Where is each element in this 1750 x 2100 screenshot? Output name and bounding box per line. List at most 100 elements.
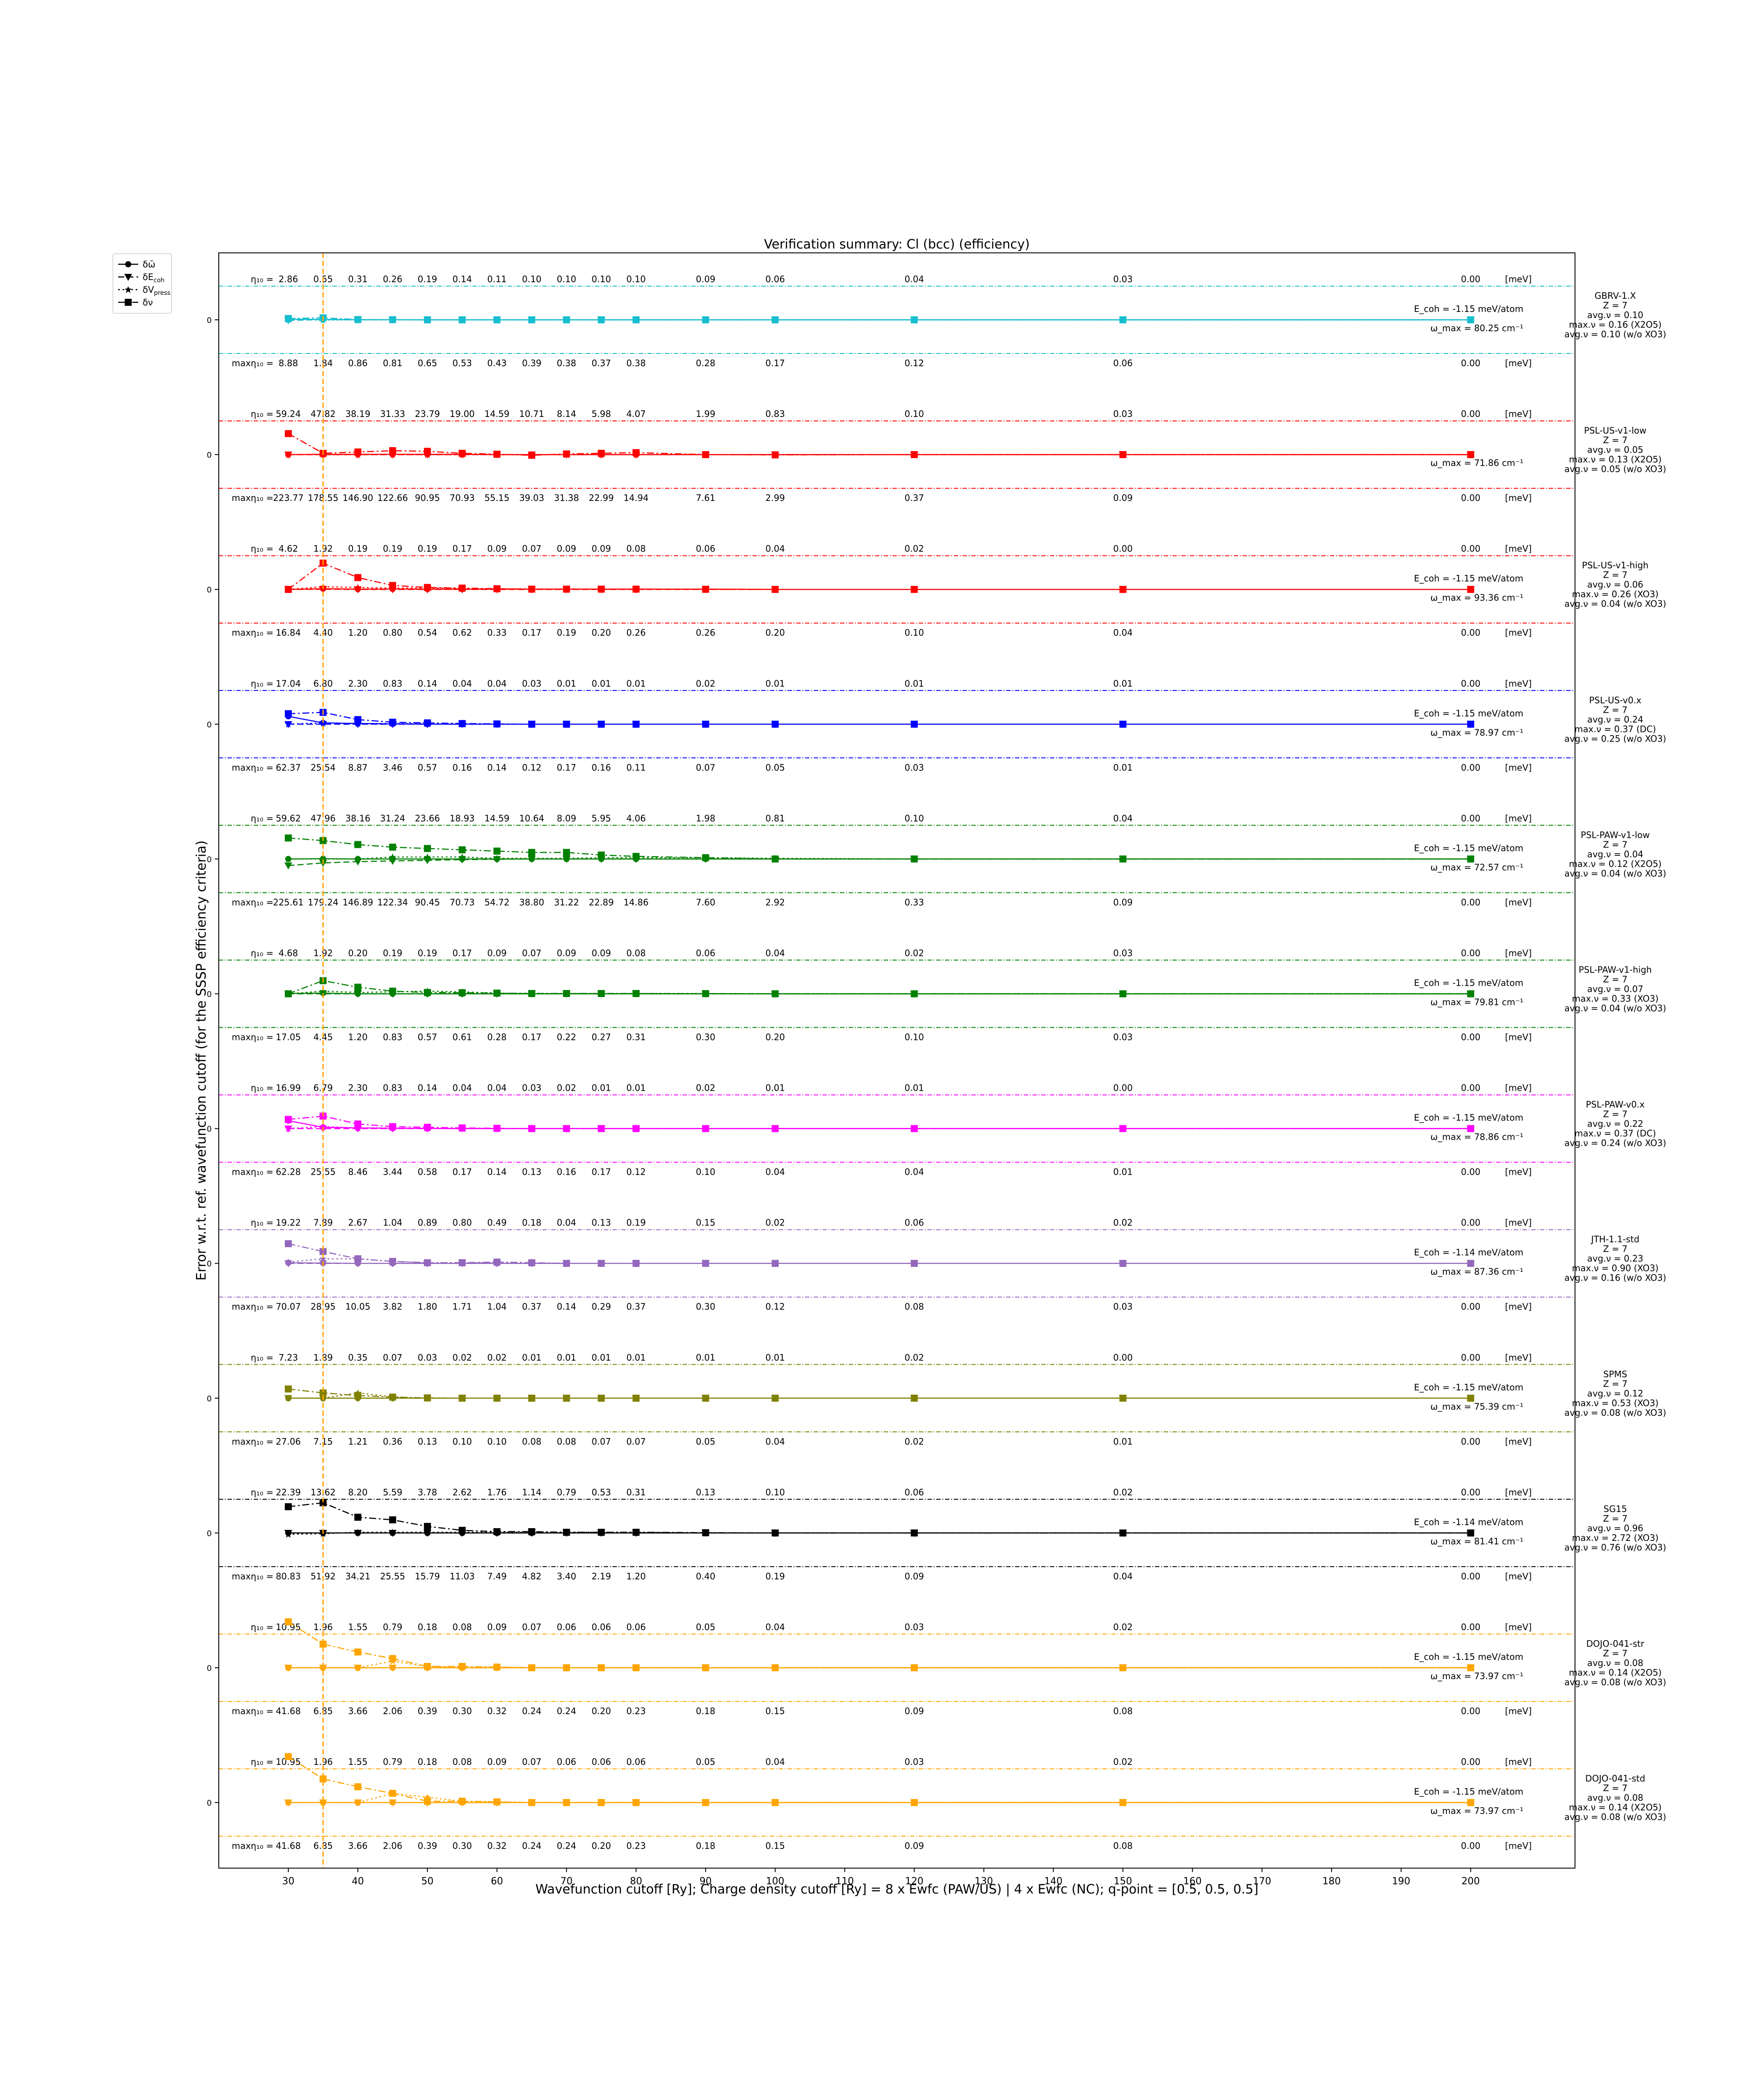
point-nu (493, 1394, 500, 1402)
point-nu (389, 1790, 396, 1797)
z-value: Z = 7 (1603, 300, 1628, 311)
maxeta-value: 0.15 (766, 1706, 785, 1716)
maxeta-value: 0.20 (592, 1706, 611, 1716)
point-nu (284, 315, 292, 322)
maxeta-value: 1.20 (348, 1032, 368, 1043)
point-nu (458, 450, 466, 457)
maxeta-value: 25.55 (380, 1571, 405, 1582)
eta-value: 0.09 (592, 948, 611, 959)
eta-value: 0.19 (383, 948, 402, 959)
max-nu: max.ν = 0.14 (X2O5) (1569, 1802, 1662, 1813)
eta-value: 8.14 (557, 409, 577, 419)
point-press (563, 854, 570, 862)
maxeta-value: 62.37 (276, 762, 301, 773)
legend-marker-press (125, 286, 132, 293)
x-tick-label: 90 (700, 1876, 712, 1887)
maxeta-value: 14.86 (623, 897, 648, 907)
maxeta-value: 8.46 (348, 1167, 368, 1177)
plot-frame (218, 252, 1575, 1869)
eta-value: 0.06 (904, 1487, 924, 1498)
maxeta-value: 0.29 (592, 1302, 611, 1312)
ecoh-value: E_coh = -1.15 meV/atom (1414, 708, 1523, 718)
maxeta-value: 41.68 (276, 1841, 301, 1851)
eta-value: 0.01 (592, 1352, 611, 1363)
eta-value: 0.02 (696, 678, 716, 689)
unit-label: [meV] (1505, 1083, 1532, 1093)
eta-value: 23.79 (415, 409, 440, 419)
x-tick-label: 160 (1183, 1876, 1202, 1887)
maxeta-value: 0.05 (696, 1436, 716, 1447)
eta-value: 0.06 (904, 1218, 924, 1228)
eta-value: 0.05 (696, 1757, 716, 1767)
maxeta-value: 0.10 (904, 627, 924, 638)
point-nu (910, 586, 918, 593)
eta-value: 0.01 (766, 1352, 785, 1363)
unit-label: [meV] (1505, 1487, 1532, 1498)
legend-box (112, 253, 172, 314)
point-nu (771, 451, 779, 458)
maxeta-value: 0.19 (557, 627, 577, 638)
zero-tick-label: 0 (207, 451, 212, 460)
zero-tick-label: 0 (207, 855, 212, 864)
point-nu (354, 841, 361, 848)
eta-value: 0.10 (626, 274, 646, 284)
maxeta-value: 0.09 (904, 1841, 924, 1851)
maxeta-value: 90.95 (415, 493, 440, 503)
maxeta-label: maxη₁₀ = (232, 1571, 273, 1582)
max-nu: max.ν = 0.14 (X2O5) (1569, 1667, 1662, 1678)
point-press (284, 1799, 292, 1806)
eta-value: 0.49 (487, 1218, 507, 1228)
eta-value: 0.04 (766, 543, 785, 554)
eta-value: 0.02 (452, 1352, 472, 1363)
point-press (319, 1799, 327, 1806)
ecoh-value: E_coh = -1.15 meV/atom (1414, 978, 1523, 988)
omega-max-value: ω_max = 75.39 cm⁻¹ (1431, 1401, 1523, 1412)
maxeta-value: 0.16 (557, 1167, 577, 1177)
maxeta-value: 0.15 (766, 1841, 785, 1851)
point-nu (389, 987, 396, 995)
point-nu (493, 451, 500, 458)
eta-value: 0.83 (383, 678, 402, 689)
omega-max-value: ω_max = 78.97 cm⁻¹ (1431, 727, 1523, 738)
omega-max-value: ω_max = 93.36 cm⁻¹ (1431, 592, 1523, 603)
point-nu (458, 1798, 466, 1805)
maxeta-value: 54.72 (484, 897, 509, 907)
avg-nu: avg.ν = 0.07 (1587, 984, 1643, 994)
zero-tick-label: 0 (207, 1529, 212, 1538)
maxeta-value: 70.93 (450, 493, 475, 503)
maxeta-value: 0.33 (904, 897, 924, 907)
point-nu (1119, 855, 1127, 863)
eta-value: 0.09 (487, 1622, 507, 1632)
point-nu (1467, 1394, 1474, 1402)
eta-label: η₁₀ = (251, 1487, 273, 1498)
point-nu (702, 1394, 709, 1402)
point-nu (528, 316, 536, 323)
point-nu (1467, 721, 1474, 728)
eta-value: 0.06 (592, 1622, 611, 1632)
omega-max-value: ω_max = 87.36 cm⁻¹ (1431, 1267, 1523, 1277)
maxeta-value: 0.28 (696, 358, 716, 368)
point-nu (493, 1528, 500, 1535)
maxeta-value: 0.13 (522, 1167, 542, 1177)
eta-value: 0.01 (522, 1352, 542, 1363)
point-nu (702, 1529, 709, 1536)
maxeta-value: 0.30 (696, 1032, 716, 1043)
maxeta-value: 0.17 (766, 358, 785, 368)
eta-value: 4.06 (626, 813, 646, 823)
avg-nu-without-xo3: avg.ν = 0.24 (w/o XO3) (1564, 1138, 1666, 1148)
point-nu (528, 1394, 536, 1402)
point-press (354, 1529, 361, 1536)
z-value: Z = 7 (1603, 1244, 1628, 1254)
maxeta-value: 3.66 (348, 1841, 368, 1851)
eta-value: 0.00 (1461, 409, 1480, 419)
point-nu (771, 855, 779, 863)
omega-max-value: ω_max = 73.97 cm⁻¹ (1431, 1671, 1523, 1681)
max-nu: max.ν = 0.53 (XO3) (1572, 1398, 1659, 1408)
eta-value: 0.02 (1113, 1757, 1133, 1767)
maxeta-value: 0.57 (418, 762, 438, 773)
point-nu (771, 1125, 779, 1132)
point-nu (528, 585, 536, 593)
series-line-nu (288, 712, 1471, 725)
zero-tick-label: 0 (207, 720, 212, 729)
eta-value: 0.02 (487, 1352, 507, 1363)
